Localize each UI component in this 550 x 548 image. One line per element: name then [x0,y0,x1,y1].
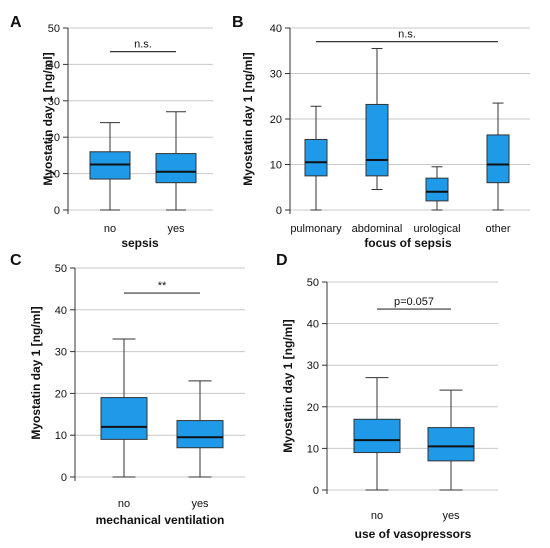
y-tick-label: 20 [270,114,282,126]
y-tick-label: 30 [307,360,319,372]
y-tick-label: 10 [55,430,67,442]
y-tick-label: 20 [307,402,319,414]
y-tick-label: 0 [276,205,282,217]
iqr-box [353,418,401,454]
iqr-box [100,397,148,440]
category-label: no [104,223,116,235]
y-tick-label: 40 [270,23,282,35]
iqr-box [425,177,449,202]
y-tick-label: 30 [270,69,282,81]
category-label: other [485,223,510,235]
y-tick-label: 50 [48,23,60,35]
x-axis-title: focus of sepsis [364,236,452,250]
category-label: no [118,498,130,510]
significance-label: n.s. [398,29,416,41]
y-tick-label: 40 [48,59,60,71]
y-tick-label: 40 [307,319,319,331]
y-tick-label: 30 [55,347,67,359]
panel-c-boxplot: C 0 10 20 30 40 50 Myostatin day 1 [ng/ml] no yes… [10,252,245,527]
y-tick-label: 10 [270,160,282,172]
significance-label: n.s. [134,39,152,51]
y-tick-label: 50 [55,263,67,275]
panel-label: D [276,252,288,269]
y-axis-title: Myostatin day 1 [ng/ml] [41,52,55,185]
iqr-box [304,138,328,177]
category-label: yes [167,223,185,235]
iqr-box [427,427,475,462]
category-label: pulmonary [290,223,342,235]
panel-label: B [232,14,244,31]
panel-b-boxplot: B 0 10 20 30 40 Myostatin day 1 [ng/ml] pulmona… [232,14,530,250]
category-label: abdominal [352,223,403,235]
y-tick-label: 10 [307,443,319,455]
iqr-box [486,134,510,184]
panel-label: A [10,14,22,31]
y-tick-label: 20 [55,388,67,400]
significance-label: ** [158,280,167,292]
panel-d-boxplot: D 0 10 20 30 40 50 Myostatin day 1 [ng/ml] no yes… [276,252,498,541]
category-label: yes [442,510,460,522]
y-tick-label: 10 [48,169,60,181]
iqr-box [155,153,197,184]
y-tick-label: 30 [48,96,60,108]
y-axis-title: Myostatin day 1 [ng/ml] [281,319,295,452]
panel-a-boxplot: A 0 10 20 30 40 50 Myostatin day 1 [ng/ml] no yes… [10,14,213,250]
y-tick-label: 20 [48,132,60,144]
y-tick-label: 50 [307,277,319,289]
y-axis-title: Myostatin day 1 [ng/ml] [29,306,43,439]
x-axis-title: use of vasopressors [355,527,472,541]
y-tick-label: 0 [54,205,60,217]
x-axis-title: mechanical ventilation [96,513,225,527]
panel-label: C [10,252,22,269]
y-tick-label: 40 [55,305,67,317]
significance-label: p=0.057 [394,296,434,308]
x-axis-title: sepsis [121,236,159,250]
category-label: yes [191,498,209,510]
category-label: no [371,510,383,522]
iqr-box [176,420,224,449]
y-axis-title: Myostatin day 1 [ng/ml] [241,52,255,185]
iqr-box [365,103,389,177]
y-tick-label: 0 [61,472,67,484]
category-label: urological [413,223,460,235]
y-tick-label: 0 [313,485,319,497]
